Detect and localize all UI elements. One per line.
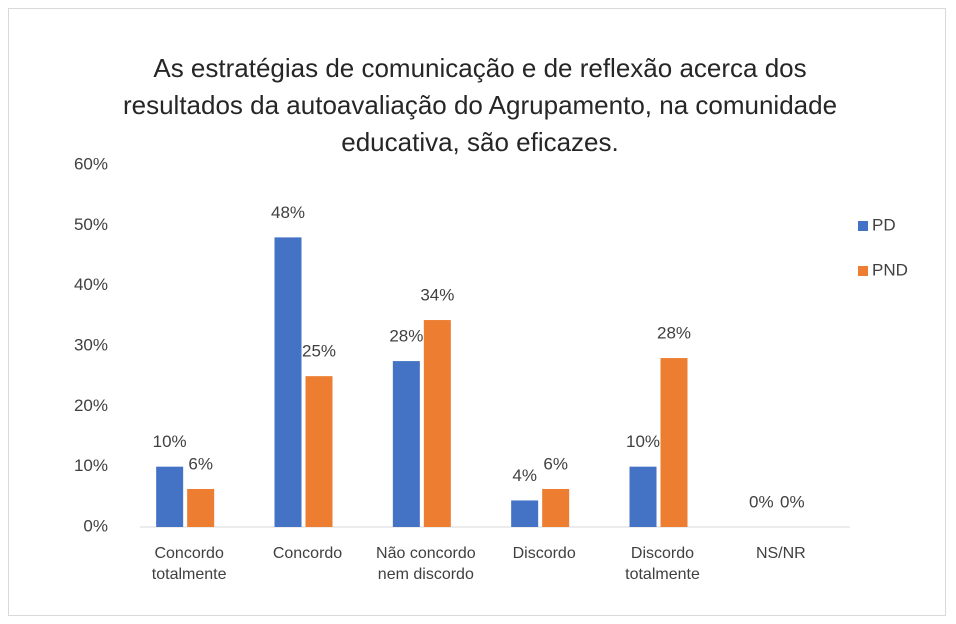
y-tick-label: 10% [74,456,108,475]
data-label: 48% [271,203,305,222]
bar [392,361,420,527]
chart-frame [8,8,946,616]
data-label: 25% [302,342,336,361]
bar [156,466,184,527]
x-tick-label: Discordo [512,545,576,562]
legend-label: PND [872,260,908,279]
y-tick-label: 40% [74,275,108,294]
x-tick-label: Discordo totalmente [625,545,700,583]
bar [305,376,333,527]
x-tick-label: NS/NR [755,545,806,562]
data-label: 28% [389,327,423,346]
chart-title: As estratégias de comunicação e de refle… [122,53,838,157]
data-label: 28% [657,324,691,343]
data-label: 34% [420,286,454,305]
y-tick-label: 0% [83,516,108,535]
bar [660,358,688,527]
x-tick-label: Concordo [272,545,343,562]
x-tick-label: Concordo totalmente [151,545,227,583]
y-tick-label: 60% [74,154,108,173]
bar [629,466,657,527]
bar [511,500,539,527]
bar [423,320,451,527]
legend-swatch [858,266,868,276]
data-label: 0% [749,492,774,511]
data-label: 6% [188,454,213,473]
y-tick-label: 20% [74,396,108,415]
y-tick-label: 50% [74,215,108,234]
bar [274,237,302,527]
data-label: 10% [626,432,660,451]
x-tick-label: Não concordo nem discordo [376,545,476,583]
legend-swatch [858,221,868,231]
data-label: 4% [512,466,537,485]
data-label: 10% [153,432,187,451]
legend-label: PD [872,215,896,234]
y-tick-label: 30% [74,335,108,354]
bar [542,488,570,527]
bar [187,488,215,527]
data-label: 6% [543,454,568,473]
data-label: 0% [780,492,805,511]
